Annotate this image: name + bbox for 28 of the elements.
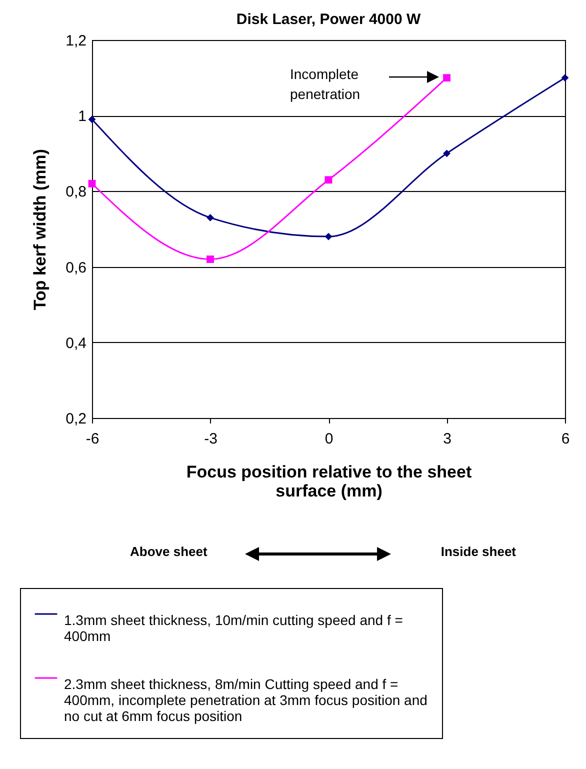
x-tick-label: -3 [204,430,218,448]
legend-label: 1.3mm sheet thickness, 10m/min cutting speed and f = 400mm [64,612,403,644]
legend-label: 2.3mm sheet thickness, 8m/min Cutting speed and f = 400mm, incomplete penetration at 3mm focus position and no cut at 6mm focus position [64,676,428,724]
point [324,232,332,240]
x-tick-label: -6 [86,430,100,448]
x-axis-title: Focus position relative to the sheet surface (mm) [186,462,472,500]
point [88,116,96,124]
x-tick-label: 0 [324,430,334,448]
point [443,74,450,82]
y-tick-label: 1 [78,108,86,126]
y-tick-label: 0,6 [66,259,86,276]
y-tick-label: 1,2 [66,32,86,50]
annotation: Incomplete penetration [290,65,362,104]
x-tick-label: 3 [443,430,452,448]
point [324,176,332,184]
point [88,180,96,188]
point [206,214,214,222]
text: Above sheet [130,544,208,559]
x-tick-label: 6 [561,430,570,448]
y-tick-label: 0,8 [66,184,86,201]
point [206,256,214,263]
y-axis-title: Top kerf width (mm) [30,148,50,310]
y-tick-label: 0,4 [66,334,86,352]
text: Inside sheet [440,544,516,559]
chart-title: Disk Laser, Power 4000 W [236,11,422,28]
y-tick-label: 0,2 [66,410,86,428]
point [561,74,569,82]
point [443,150,450,158]
